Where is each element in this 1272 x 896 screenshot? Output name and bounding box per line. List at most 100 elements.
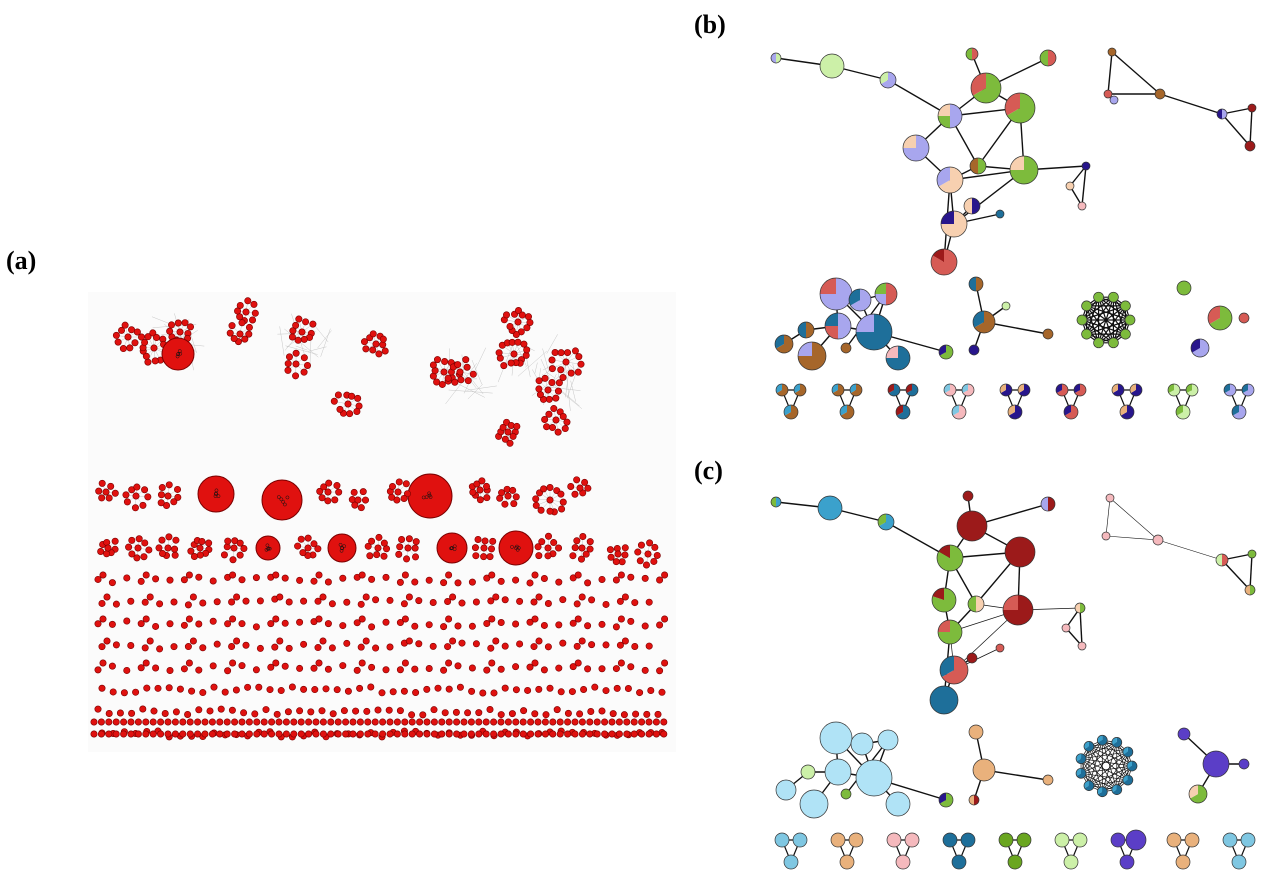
network-node (134, 730, 142, 738)
pie-node (1238, 312, 1250, 324)
network-node (573, 600, 581, 608)
pie-node (1054, 832, 1070, 848)
network-edge (526, 357, 531, 378)
pie-node-outline (961, 383, 975, 397)
pie-node (1175, 854, 1191, 870)
pie-node-outline (963, 197, 981, 215)
network-node (208, 718, 216, 726)
pie-node (968, 276, 984, 292)
network-node (415, 597, 423, 605)
pie-node-outline (1075, 767, 1087, 779)
network-node (105, 718, 113, 726)
network-node (304, 544, 312, 552)
pie-slice (1110, 96, 1118, 104)
pie-node (800, 764, 816, 780)
network-node (238, 620, 246, 628)
network-node (152, 622, 160, 630)
network-node (311, 686, 319, 694)
network-node (546, 483, 554, 491)
network-node (171, 551, 179, 559)
network-node (152, 575, 160, 583)
pie-node-outline (830, 832, 846, 848)
network-node (103, 550, 111, 558)
network-node (149, 329, 157, 337)
network-node (588, 641, 596, 649)
network-node (195, 573, 203, 581)
network-node (334, 730, 342, 738)
pie-slice (798, 322, 806, 338)
network-node (194, 730, 202, 738)
network-node (184, 601, 192, 609)
clique-group (1075, 734, 1138, 798)
network-node (475, 730, 483, 738)
network-node (492, 637, 500, 645)
pie-node-outline (943, 383, 957, 397)
network-node (574, 368, 582, 376)
network-node (142, 352, 150, 360)
network-node (552, 394, 560, 402)
pie-slice (1081, 300, 1092, 311)
pie-slice (906, 384, 918, 396)
pie-node (930, 248, 958, 276)
network-node (149, 730, 157, 738)
network-node (334, 391, 342, 399)
network-node (445, 571, 453, 579)
network-node (453, 718, 461, 726)
network-node (142, 718, 150, 726)
network-node (386, 730, 394, 738)
pie-slice (976, 596, 984, 612)
network-node (613, 684, 621, 692)
network-node (137, 620, 145, 628)
network-node (556, 730, 564, 738)
pie-node-outline (1167, 383, 1181, 397)
pie-node-outline (1166, 832, 1182, 848)
network-node (228, 322, 236, 330)
pie-node-outline (800, 764, 816, 780)
network-node (501, 684, 509, 692)
network-node (150, 707, 158, 715)
network-node (563, 418, 571, 426)
pie-slice (784, 855, 798, 869)
network-node (617, 571, 625, 579)
pie-slice (1041, 497, 1048, 511)
pie-node (1125, 829, 1147, 851)
network-node (346, 410, 354, 418)
pie-node (1075, 767, 1087, 779)
network-node (168, 321, 176, 329)
network-node (497, 665, 505, 673)
pie-slice (930, 686, 958, 714)
pie-slice (1127, 761, 1137, 771)
network-node (335, 488, 343, 496)
pie-slice (879, 514, 894, 530)
pie-slice (820, 722, 852, 754)
network-node (120, 718, 128, 726)
network-node (275, 718, 283, 726)
network-node (334, 718, 342, 726)
network-node (606, 546, 614, 554)
network-node (349, 718, 357, 726)
network-node (468, 687, 476, 695)
pie-slice (886, 283, 897, 305)
pie-slice (1232, 855, 1246, 869)
network-node (324, 665, 332, 673)
pie-slice (1018, 384, 1030, 396)
pie-slice (1007, 93, 1035, 123)
network-node (94, 575, 102, 583)
pie-slice (887, 833, 901, 847)
panel-c-network (762, 482, 1272, 896)
pie-slice (896, 405, 910, 419)
pie-node (1202, 750, 1230, 778)
pie-node-outline (1244, 140, 1256, 152)
network-node (561, 425, 569, 433)
network-node (608, 730, 616, 738)
pie-slice (963, 491, 973, 501)
network-node (161, 710, 169, 718)
pie-node-outline (1223, 383, 1237, 397)
network-node (483, 620, 491, 628)
network-node (571, 718, 579, 726)
network-node (627, 617, 635, 625)
pie-slice (1080, 603, 1085, 613)
pie-node (1110, 832, 1126, 848)
network-node (324, 578, 332, 586)
network-node (401, 718, 409, 726)
